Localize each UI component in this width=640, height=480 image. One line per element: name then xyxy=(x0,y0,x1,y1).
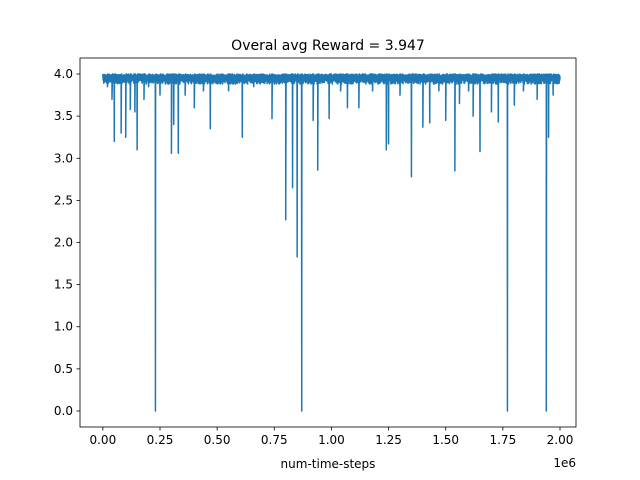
y-tick-label: 1.5 xyxy=(54,278,73,292)
y-tick-label: 3.0 xyxy=(54,151,73,165)
x-axis-label: num-time-steps xyxy=(281,457,376,471)
x-tick-label: 0.75 xyxy=(261,433,288,447)
x-tick-label: 0.00 xyxy=(89,433,116,447)
series-line xyxy=(102,73,561,412)
x-tick-label: 0.50 xyxy=(204,433,231,447)
x-tick-label: 2.00 xyxy=(547,433,574,447)
plot-area: 0.00 0.25 0.50 0.75 1.00 1.25 1.50 1.75 2.00 0.0 0… xyxy=(54,57,577,447)
x-tick-label: 1.00 xyxy=(318,433,345,447)
y-tick-label: 0.5 xyxy=(54,362,73,376)
y-tick-label: 3.5 xyxy=(54,109,73,123)
y-tick-label: 0.0 xyxy=(54,404,73,418)
x-tick-label: 1.50 xyxy=(432,433,459,447)
y-tick-label: 1.0 xyxy=(54,320,73,334)
x-tick-label: 1.25 xyxy=(375,433,402,447)
y-tick-label: 2.0 xyxy=(54,236,73,250)
x-tick-label: 0.25 xyxy=(147,433,174,447)
y-tick-label: 4.0 xyxy=(54,67,73,81)
chart-title: Overal avg Reward = 3.947 xyxy=(231,38,425,54)
x-axis-offset-label: 1e6 xyxy=(553,456,576,470)
x-tick-label: 1.75 xyxy=(489,433,516,447)
y-tick-label: 2.5 xyxy=(54,193,73,207)
